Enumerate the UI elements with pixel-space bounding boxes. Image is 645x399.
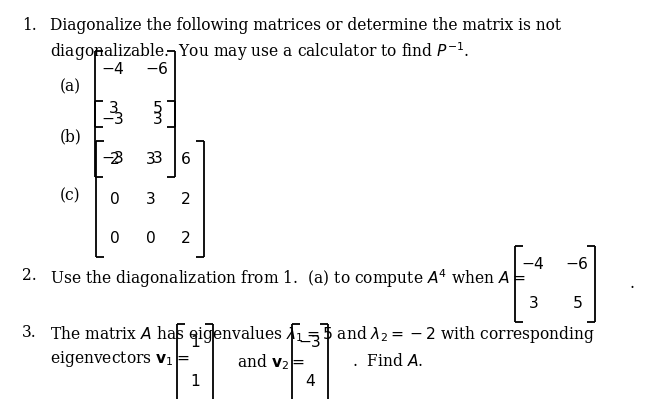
Text: (b): (b)	[60, 128, 82, 146]
Text: 2.: 2.	[22, 267, 37, 284]
Text: $6$: $6$	[180, 150, 191, 168]
Text: $3$: $3$	[528, 295, 539, 312]
Text: $2$: $2$	[181, 190, 191, 207]
Text: $2$: $2$	[110, 150, 120, 168]
Text: $3$: $3$	[144, 150, 155, 168]
Text: $-3$: $-3$	[101, 111, 125, 128]
Text: $3$: $3$	[144, 190, 155, 207]
Text: and $\mathbf{v}_2 =$: and $\mathbf{v}_2 =$	[237, 352, 305, 372]
Text: $5$: $5$	[571, 295, 582, 312]
Text: $0$: $0$	[109, 190, 120, 207]
Text: Use the diagonalization from 1.  (a) to compute $A^4$ when $A =$: Use the diagonalization from 1. (a) to c…	[50, 267, 526, 290]
Text: (c): (c)	[60, 188, 81, 205]
Text: $-4$: $-4$	[521, 255, 545, 273]
Text: $5$: $5$	[152, 101, 163, 117]
Text: $0$: $0$	[109, 230, 120, 247]
Text: diagonalizable.  You may use a calculator to find $P^{-1}$.: diagonalizable. You may use a calculator…	[50, 40, 469, 63]
Text: .  Find $A$.: . Find $A$.	[352, 354, 423, 371]
Text: $1$: $1$	[190, 334, 200, 351]
Text: 3.: 3.	[22, 324, 37, 341]
Text: The matrix $A$ has eigenvalues $\lambda_1 = 5$ and $\lambda_2 = -2$ with corresp: The matrix $A$ has eigenvalues $\lambda_…	[50, 324, 595, 345]
Text: $-3$: $-3$	[298, 334, 322, 351]
Text: $2$: $2$	[181, 230, 191, 247]
Text: .: .	[629, 275, 634, 292]
Text: $3$: $3$	[152, 111, 162, 128]
Text: $-3$: $-3$	[101, 150, 125, 168]
Text: 1.: 1.	[22, 17, 37, 34]
Text: $-4$: $-4$	[101, 61, 125, 77]
Text: $0$: $0$	[144, 230, 155, 247]
Text: (a): (a)	[60, 79, 81, 95]
Text: $3$: $3$	[108, 101, 118, 117]
Text: $3$: $3$	[152, 150, 162, 168]
Text: eigenvectors $\mathbf{v}_1 =$: eigenvectors $\mathbf{v}_1 =$	[50, 349, 190, 369]
Text: Diagonalize the following matrices or determine the matrix is not: Diagonalize the following matrices or de…	[50, 17, 561, 34]
Text: $-6$: $-6$	[145, 61, 169, 77]
Text: $-6$: $-6$	[565, 255, 589, 273]
Text: $1$: $1$	[190, 373, 200, 391]
Text: $4$: $4$	[304, 373, 315, 391]
